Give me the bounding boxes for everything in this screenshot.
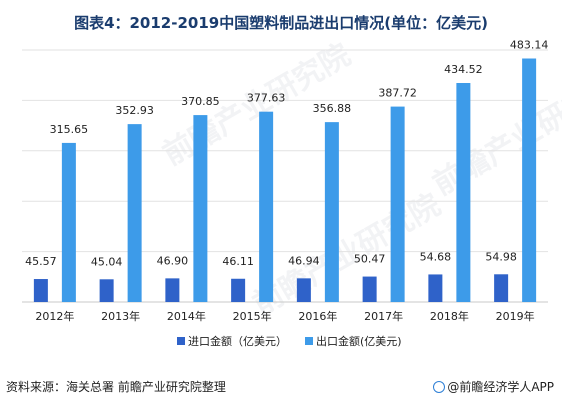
x-tick-label: 2016年 bbox=[298, 309, 337, 323]
import-value-label: 46.11 bbox=[222, 255, 254, 268]
export-value-label: 377.63 bbox=[247, 92, 286, 105]
export-bar bbox=[127, 124, 142, 302]
import-bar bbox=[99, 279, 114, 302]
import-value-label: 46.94 bbox=[288, 254, 320, 267]
import-bar bbox=[231, 278, 246, 302]
x-tick-label: 2012年 bbox=[35, 309, 74, 323]
import-value-label: 50.47 bbox=[354, 253, 386, 266]
export-value-label: 315.65 bbox=[50, 123, 89, 136]
legend-export-label: 出口金额(亿美元) bbox=[316, 334, 402, 348]
x-tick-label: 2015年 bbox=[233, 309, 272, 323]
legend-export-swatch bbox=[305, 337, 313, 345]
export-value-label: 370.85 bbox=[181, 95, 220, 108]
export-bar bbox=[522, 58, 537, 303]
export-bar bbox=[61, 142, 76, 302]
import-bar bbox=[428, 274, 443, 302]
legend-import-label: 进口金额（亿美元） bbox=[188, 334, 287, 348]
import-value-label: 46.90 bbox=[157, 254, 189, 267]
x-tick-label: 2017年 bbox=[364, 309, 403, 323]
brand-credit: @前瞻经济学人APP bbox=[433, 378, 554, 395]
brand-logo-icon bbox=[433, 381, 446, 393]
export-value-label: 483.14 bbox=[510, 38, 549, 51]
export-value-label: 356.88 bbox=[313, 102, 352, 115]
export-bar bbox=[324, 122, 339, 302]
export-bar bbox=[193, 115, 208, 302]
import-value-label: 45.57 bbox=[25, 255, 57, 268]
x-tick-label: 2018年 bbox=[430, 309, 469, 323]
import-bar bbox=[165, 278, 180, 302]
import-bar bbox=[494, 274, 509, 302]
import-bar bbox=[33, 279, 48, 302]
source-note: 资料来源：海关总署 前瞻产业研究院整理 bbox=[6, 380, 226, 394]
import-value-label: 45.04 bbox=[91, 255, 123, 268]
export-bar bbox=[259, 111, 274, 303]
export-value-label: 434.52 bbox=[444, 63, 483, 76]
export-value-label: 387.72 bbox=[378, 87, 417, 100]
import-bar bbox=[296, 278, 311, 302]
export-value-label: 352.93 bbox=[115, 104, 154, 117]
import-value-label: 54.98 bbox=[485, 250, 517, 263]
export-bar bbox=[456, 83, 471, 302]
legend-import-swatch bbox=[177, 337, 185, 345]
x-tick-label: 2013年 bbox=[101, 309, 140, 323]
export-bar bbox=[390, 106, 405, 303]
x-tick-label: 2014年 bbox=[167, 309, 206, 323]
x-tick-label: 2019年 bbox=[496, 309, 535, 323]
chart-title: 图表4：2012-2019中国塑料制品进出口情况(单位：亿美元) bbox=[74, 14, 488, 32]
import-value-label: 54.68 bbox=[420, 250, 452, 263]
import-bar bbox=[362, 276, 377, 302]
brand-text: @前瞻经济学人APP bbox=[447, 380, 554, 394]
